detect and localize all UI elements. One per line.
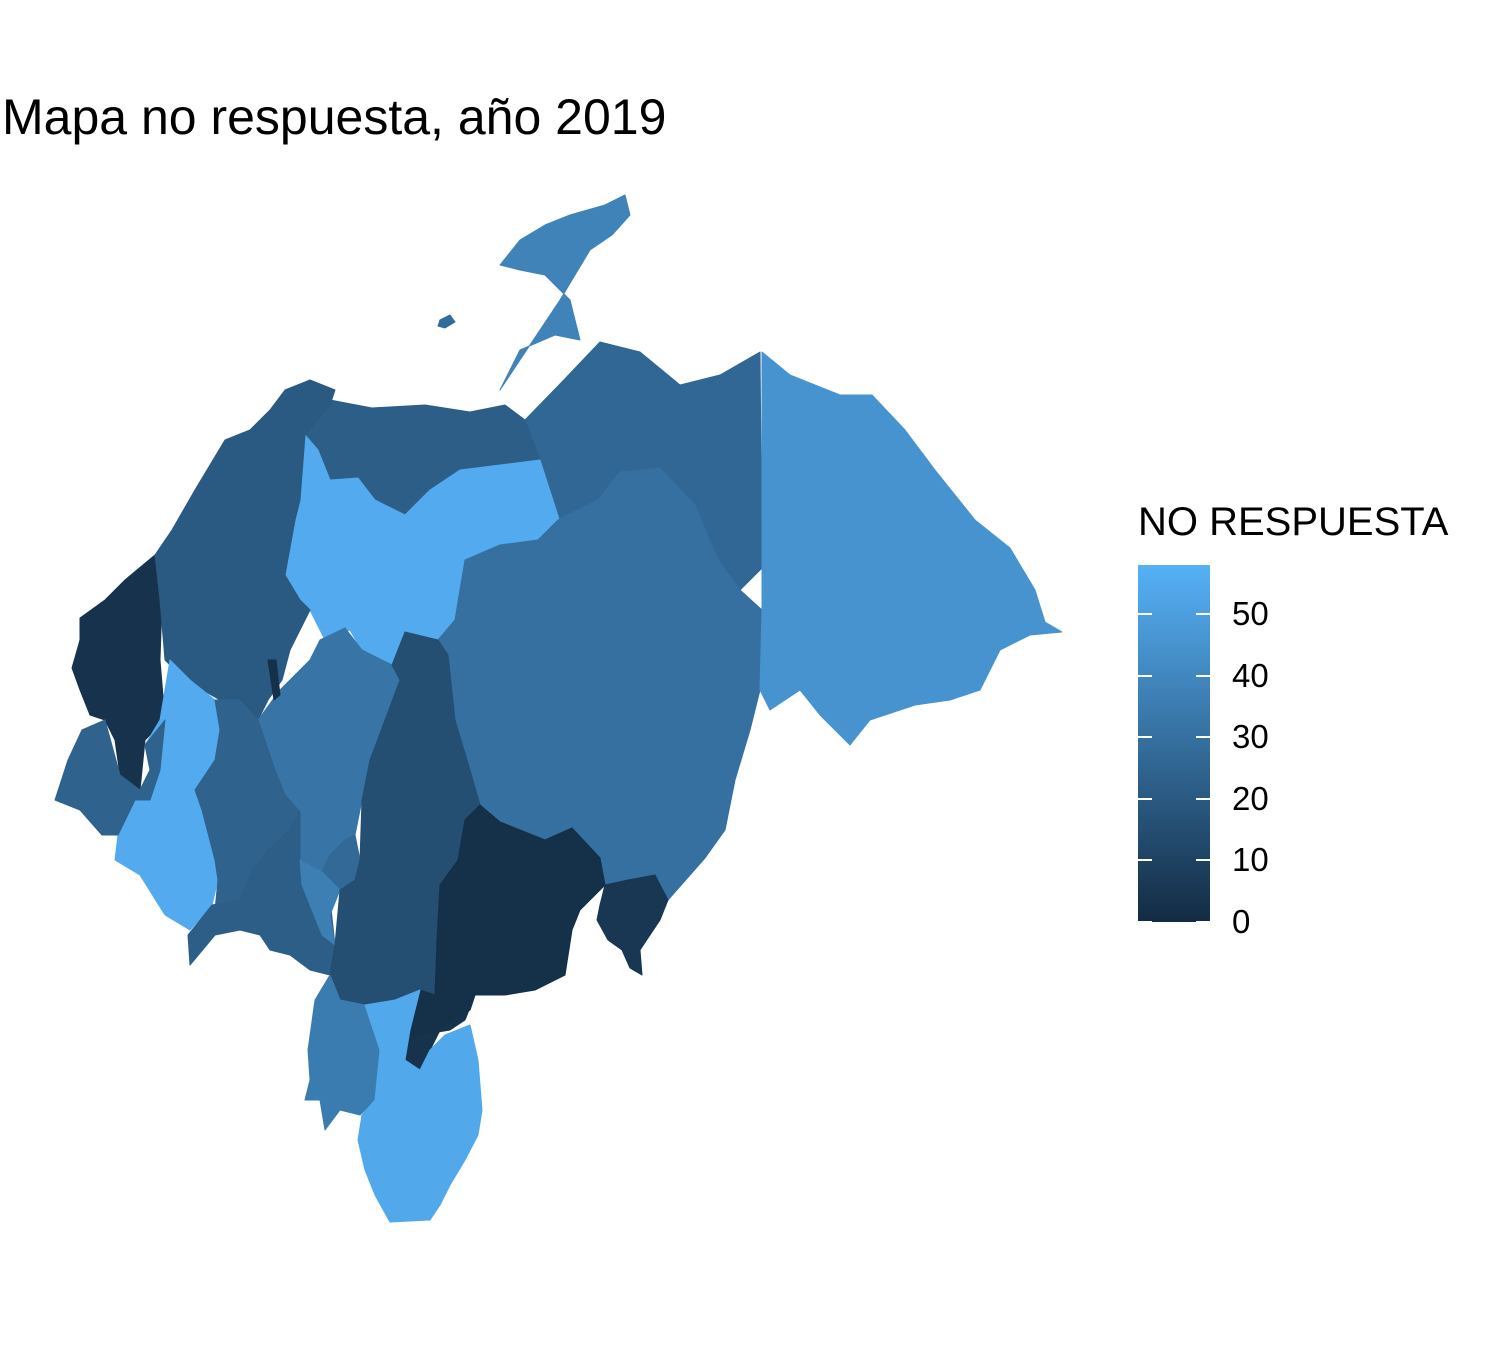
legend-tick-mark-40-left: [1138, 674, 1152, 677]
legend-tick-label-50: 50: [1232, 595, 1269, 633]
legend-tick-mark-20-left: [1138, 797, 1152, 800]
legend-tick-label-30: 30: [1232, 718, 1269, 756]
region-12: [267, 659, 281, 701]
region-6: [759, 351, 1063, 746]
regions-group: [54, 194, 1063, 1223]
legend-tick-mark-30-right: [1196, 736, 1210, 739]
region-8: [154, 379, 336, 721]
region-3: [499, 194, 631, 391]
legend-colorbar: [1138, 565, 1210, 922]
legend-tick-label-0: 0: [1232, 903, 1251, 940]
region-22: [357, 989, 483, 1223]
map-title: Mapa no respuesta, año 2019: [2, 89, 667, 145]
legend-tick-mark-40-right: [1196, 674, 1210, 677]
region-10: [54, 719, 166, 836]
legend-tick-mark-20-right: [1196, 797, 1210, 800]
legend-tick-mark-10-right: [1196, 859, 1210, 862]
legend-tick-mark-50-right: [1196, 613, 1210, 616]
legend-tick-label-20: 20: [1232, 779, 1269, 817]
legend-tick-label-10: 10: [1232, 841, 1269, 879]
legend-tick-mark-0-right: [1196, 921, 1210, 923]
legend-tick-mark-10-left: [1138, 859, 1152, 862]
region-19: [596, 874, 669, 976]
region-23: [437, 314, 456, 329]
legend-tick-mark-50-left: [1138, 613, 1152, 616]
region-16: [299, 859, 341, 946]
legend-tick-mark-0-left: [1138, 921, 1152, 923]
legend-tick-label-40: 40: [1232, 656, 1269, 694]
legend-tick-mark-30-left: [1138, 736, 1152, 739]
region-14: [187, 811, 336, 976]
legend-title: NO RESPUESTA: [1138, 500, 1449, 544]
